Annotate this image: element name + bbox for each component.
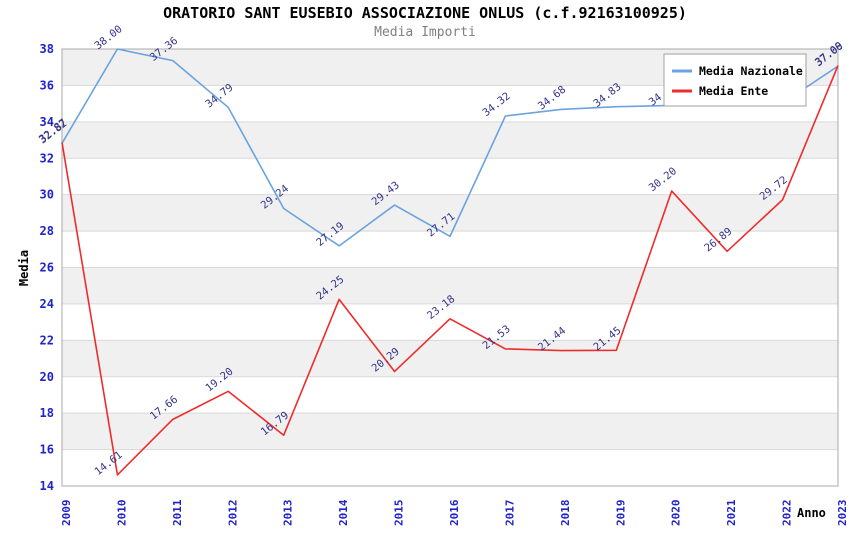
legend-label: Media Ente xyxy=(699,84,768,98)
x-tick-label: 2022 xyxy=(781,500,794,527)
plot-band xyxy=(62,413,838,450)
y-tick-label: 16 xyxy=(40,443,54,457)
x-tick-label: 2021 xyxy=(725,499,738,526)
x-tick-label: 2009 xyxy=(60,500,73,527)
data-label: 30.20 xyxy=(647,165,679,194)
plot-band xyxy=(62,121,838,159)
data-label: 34.32 xyxy=(480,90,512,119)
x-tick-label: 2014 xyxy=(337,499,350,526)
y-tick-label: 14 xyxy=(40,479,54,493)
data-label: 14.61 xyxy=(92,449,124,478)
y-tick-label: 20 xyxy=(40,370,54,384)
y-tick-label: 18 xyxy=(40,406,54,420)
x-tick-label: 2012 xyxy=(226,500,239,527)
x-tick-label: 2017 xyxy=(503,500,516,527)
x-tick-label: 2020 xyxy=(670,500,683,527)
y-tick-label: 24 xyxy=(40,297,54,311)
data-label: 34.79 xyxy=(203,82,235,111)
y-tick-label: 30 xyxy=(40,188,54,202)
legend-box xyxy=(663,53,807,107)
y-tick-label: 32 xyxy=(40,151,54,165)
y-tick-label: 28 xyxy=(40,224,54,238)
y-tick-label: 36 xyxy=(40,78,54,92)
y-tick-label: 22 xyxy=(40,333,54,347)
x-axis-title: Anno xyxy=(797,506,826,520)
legend-label: Media Nazionale xyxy=(699,64,803,78)
x-tick-label: 2016 xyxy=(448,499,461,526)
x-tick-label: 2018 xyxy=(559,500,572,527)
plot-border xyxy=(61,48,839,487)
x-tick-label: 2010 xyxy=(115,500,128,527)
y-tick-label: 34 xyxy=(40,115,54,129)
chart-subtitle: Media Importi xyxy=(374,25,476,40)
series-line-media-ente xyxy=(61,65,839,476)
chart-title: ORATORIO SANT EUSEBIO ASSOCIAZIONE ONLUS… xyxy=(163,4,687,22)
data-label: 38.00 xyxy=(92,23,124,52)
plot-band xyxy=(62,267,838,304)
y-axis-title: Media xyxy=(17,250,31,286)
x-tick-label: 2013 xyxy=(282,500,295,527)
x-tick-label: 2019 xyxy=(614,500,627,527)
plot-band xyxy=(62,194,838,232)
plot-band xyxy=(62,340,838,377)
x-tick-label: 2011 xyxy=(171,499,184,526)
y-tick-label: 26 xyxy=(40,261,54,275)
y-tick-label: 38 xyxy=(40,42,54,56)
x-tick-label: 2015 xyxy=(393,500,406,527)
data-label: 34.68 xyxy=(536,84,568,113)
x-tick-label: 2023 xyxy=(836,500,849,527)
